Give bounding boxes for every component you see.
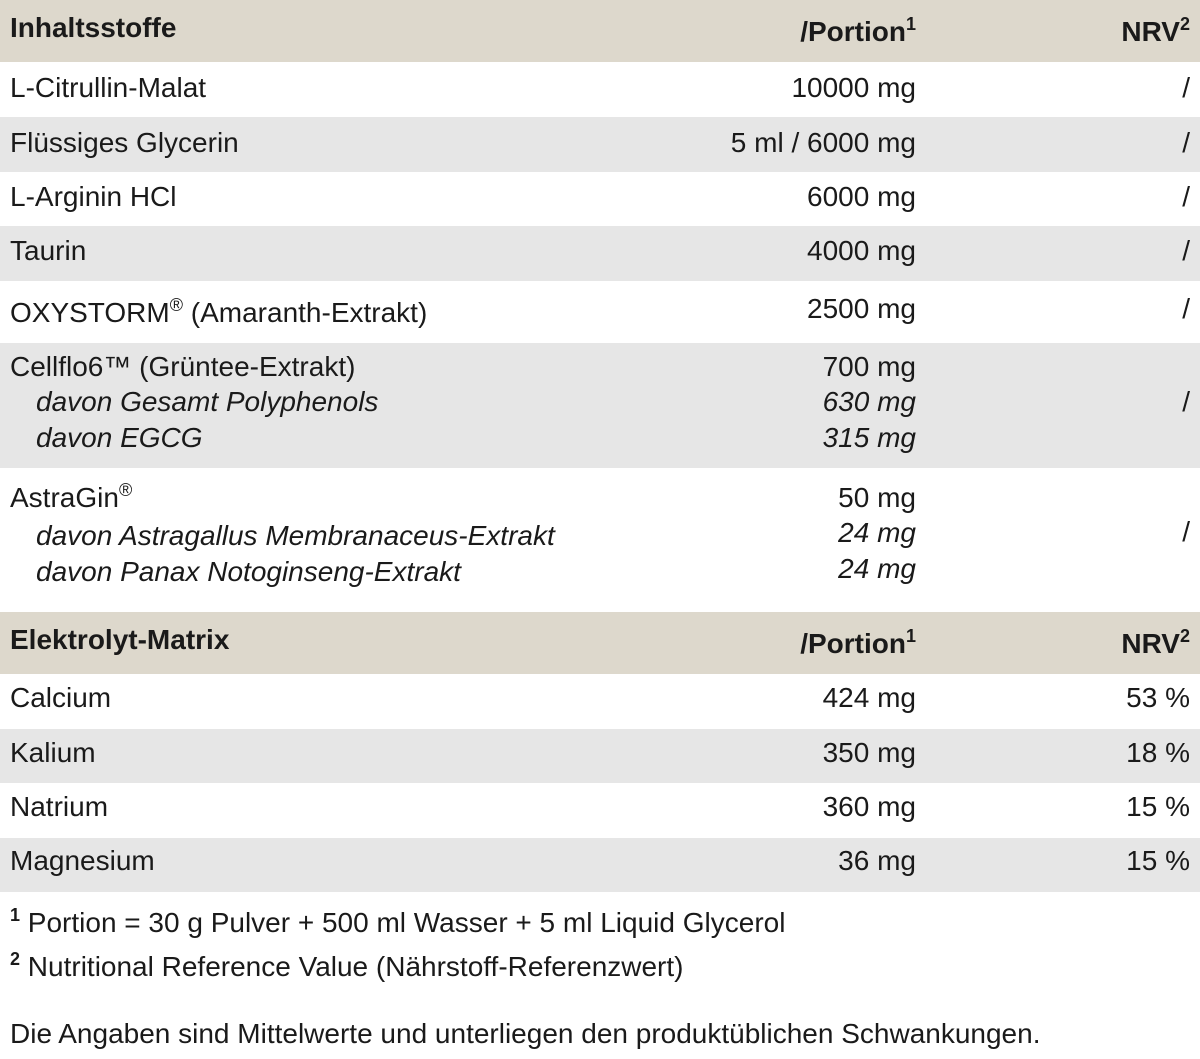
electrolyte-nrv: 15 % xyxy=(1126,791,1190,822)
electrolyte-name: Magnesium xyxy=(10,845,155,876)
ingredient-nrv: / xyxy=(1182,386,1190,417)
ingredient-sub-portion: 24 mg xyxy=(838,517,916,548)
ingredient-sub-name: davon Gesamt Polyphenols xyxy=(36,386,379,417)
table-row: Kalium 350 mg 18 % xyxy=(0,729,1200,783)
ingredient-name: Cellflo6™ (Grüntee-Extrakt) xyxy=(10,351,356,382)
ingredient-nrv: / xyxy=(1182,293,1190,324)
ingredient-sub-portion: 24 mg xyxy=(838,553,916,584)
table-row: Flüssiges Glycerin 5 ml / 6000 mg / xyxy=(0,117,1200,172)
ingredient-name: L-Arginin HCl xyxy=(10,181,177,212)
ingredient-name: OXYSTORM® (Amaranth-Extrakt) xyxy=(10,295,428,328)
ingredient-name: Taurin xyxy=(10,235,87,266)
header-portion: /Portion1 xyxy=(800,626,916,659)
ingredient-portion: 5 ml / 6000 mg xyxy=(730,127,916,158)
ingredient-nrv: / xyxy=(1182,127,1190,158)
electrolyte-nrv: 15 % xyxy=(1126,845,1190,876)
footnote-1: 1 Portion = 30 g Pulver + 500 ml Wasser … xyxy=(10,905,786,938)
ingredient-portion: 50 mg xyxy=(838,482,916,513)
electrolyte-name: Calcium xyxy=(10,682,112,713)
ingredient-portion: 4000 mg xyxy=(807,235,916,266)
ingredient-portion: 700 mg xyxy=(822,351,916,382)
electrolyte-nrv: 53 % xyxy=(1126,682,1190,713)
header-nrv: NRV2 xyxy=(1121,14,1190,47)
electrolyte-table-header: Elektrolyt-Matrix /Portion1 NRV2 xyxy=(0,612,1200,674)
electrolyte-portion: 36 mg xyxy=(838,845,916,876)
header-electrolytes: Elektrolyt-Matrix xyxy=(10,624,230,655)
ingredient-name: AstraGin® xyxy=(10,480,133,513)
electrolyte-portion: 350 mg xyxy=(822,737,916,768)
ingredient-sub-name: davon EGCG xyxy=(36,422,203,453)
table-row: Magnesium 36 mg 15 % xyxy=(0,838,1200,892)
header-portion: /Portion1 xyxy=(800,14,916,47)
ingredient-nrv: / xyxy=(1182,516,1190,547)
electrolyte-name: Kalium xyxy=(10,737,96,768)
header-ingredients: Inhaltsstoffe xyxy=(10,12,177,43)
ingredient-sub-portion: 315 mg xyxy=(822,422,916,453)
table-row: Natrium 360 mg 15 % xyxy=(0,783,1200,838)
table-row: L-Arginin HCl 6000 mg / xyxy=(0,172,1200,226)
ingredient-portion: 10000 mg xyxy=(791,72,916,103)
table-row: Taurin 4000 mg / xyxy=(0,226,1200,281)
ingredient-sub-portion: 630 mg xyxy=(822,386,916,417)
ingredient-name: L-Citrullin-Malat xyxy=(10,72,207,103)
ingredient-nrv: / xyxy=(1182,72,1190,103)
electrolyte-portion: 424 mg xyxy=(822,682,916,713)
table-row: Cellflo6™ (Grüntee-Extrakt) davon Gesamt… xyxy=(0,343,1200,468)
ingredient-nrv: / xyxy=(1182,181,1190,212)
disclaimer: Die Angaben sind Mittelwerte und unterli… xyxy=(10,1018,1041,1049)
header-nrv: NRV2 xyxy=(1121,626,1190,659)
electrolyte-nrv: 18 % xyxy=(1126,737,1190,768)
ingredient-sub-name: davon Panax Notoginseng-Extrakt xyxy=(36,556,461,587)
ingredients-table-header: Inhaltsstoffe /Portion1 NRV2 xyxy=(0,0,1200,62)
electrolyte-name: Natrium xyxy=(10,791,109,822)
ingredient-sub-name: davon Astragallus Membranaceus-Extrakt xyxy=(36,520,555,551)
table-row: OXYSTORM® (Amaranth-Extrakt) 2500 mg / xyxy=(0,281,1200,343)
ingredient-portion: 6000 mg xyxy=(807,181,916,212)
ingredient-name: Flüssiges Glycerin xyxy=(10,127,239,158)
electrolyte-portion: 360 mg xyxy=(822,791,916,822)
ingredient-portion: 2500 mg xyxy=(807,293,916,324)
footnote-2: 2 Nutritional Reference Value (Nährstoff… xyxy=(10,949,684,982)
table-row: AstraGin® davon Astragallus Membranaceus… xyxy=(0,468,1200,612)
table-row: Calcium 424 mg 53 % xyxy=(0,674,1200,729)
table-row: L-Citrullin-Malat 10000 mg / xyxy=(0,62,1200,117)
ingredient-nrv: / xyxy=(1182,235,1190,266)
